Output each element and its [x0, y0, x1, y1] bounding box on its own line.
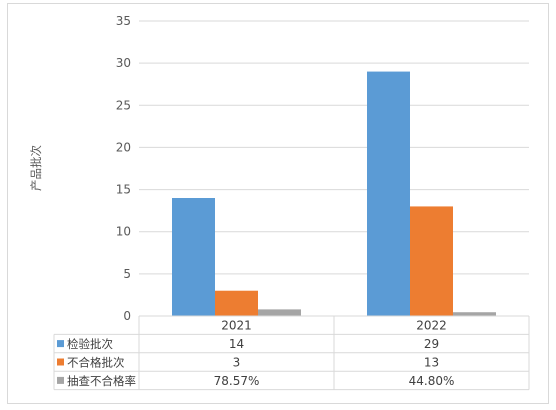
- y-tick-label: 15: [116, 183, 131, 197]
- y-tick-label: 30: [116, 56, 131, 70]
- table-cell: 44.80%: [409, 374, 455, 388]
- y-tick-label: 0: [123, 309, 131, 323]
- legend-key: [57, 358, 64, 366]
- y-tick-label: 5: [123, 267, 131, 281]
- table-cell: 29: [424, 337, 439, 351]
- y-tick-label: 20: [116, 140, 131, 154]
- table-cell: 78.57%: [214, 374, 260, 388]
- y-tick-label: 25: [116, 98, 131, 112]
- bar-3-2022: [453, 312, 496, 316]
- bar-2-2022: [410, 206, 453, 316]
- chart-frame: [7, 3, 549, 404]
- x-tick-label: 2022: [416, 319, 447, 333]
- bar-1-2021: [172, 198, 215, 316]
- series-label: 抽查不合格率: [67, 374, 136, 388]
- legend-key: [57, 376, 64, 384]
- table-cell: 14: [229, 337, 244, 351]
- x-tick-label: 2021: [221, 319, 252, 333]
- series-label: 检验批次: [67, 337, 113, 351]
- y-tick-label: 35: [116, 14, 131, 28]
- table-cell: 3: [233, 356, 241, 370]
- legend-key: [57, 340, 64, 348]
- series-label: 不合格批次: [67, 356, 125, 370]
- y-tick-label: 10: [116, 225, 131, 239]
- bar-2-2021: [215, 290, 258, 316]
- y-axis-title: 产品批次: [29, 145, 43, 191]
- bar-3-2021: [258, 309, 301, 316]
- table-cell: 13: [424, 356, 439, 370]
- bar-1-2022: [367, 71, 410, 316]
